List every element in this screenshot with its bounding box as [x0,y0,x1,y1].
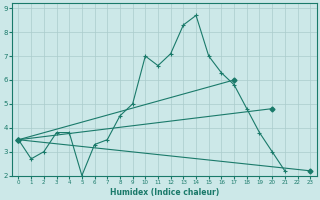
X-axis label: Humidex (Indice chaleur): Humidex (Indice chaleur) [110,188,219,197]
